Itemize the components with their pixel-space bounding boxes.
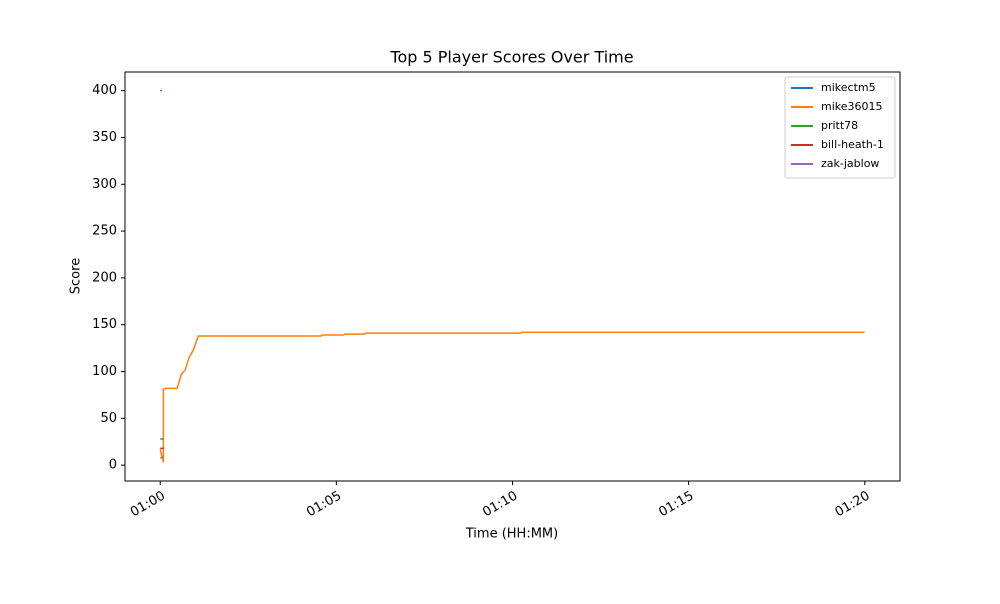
legend-label: pritt78 <box>821 119 858 132</box>
y-tick-label: 0 <box>109 458 117 473</box>
chart-title: Top 5 Player Scores Over Time <box>389 48 633 67</box>
x-tick-label: 01:20 <box>833 489 873 521</box>
x-tick-label: 01:00 <box>128 489 168 521</box>
y-tick-label: 50 <box>100 411 117 426</box>
x-axis-label: Time (HH:MM) <box>465 527 558 542</box>
x-tick-label: 01:10 <box>480 489 520 521</box>
x-tick-label: 01:05 <box>304 489 344 521</box>
legend-label: bill-heath-1 <box>821 138 884 151</box>
y-tick-label: 400 <box>92 83 117 98</box>
legend-label: mike36015 <box>821 100 883 113</box>
y-axis-label: Score <box>69 258 84 294</box>
y-tick-label: 250 <box>92 224 117 239</box>
y-tick-label: 350 <box>92 130 117 145</box>
series-line <box>159 331 865 463</box>
x-tick-label: 01:15 <box>656 489 696 521</box>
y-tick-label: 100 <box>92 364 117 379</box>
y-tick-label: 200 <box>92 270 117 285</box>
legend-label: zak-jablow <box>821 157 879 170</box>
legend-box <box>784 76 896 179</box>
plot-frame <box>124 71 901 482</box>
y-tick-label: 300 <box>92 177 117 192</box>
y-tick-label: 150 <box>92 317 117 332</box>
legend-label: mikectm5 <box>821 81 876 94</box>
